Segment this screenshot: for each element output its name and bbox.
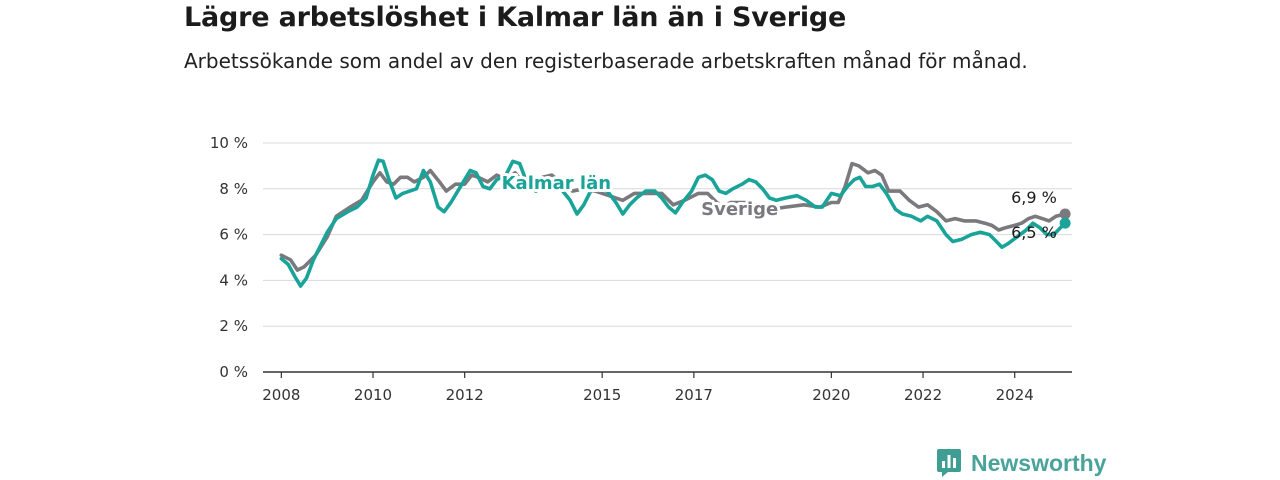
x-tick-label: 2015: [583, 386, 621, 404]
brand-name: Newsworthy: [971, 449, 1107, 476]
y-tick-label: 2 %: [219, 317, 248, 335]
gridlines: [263, 142, 1072, 327]
series-line-kalmar-l-n: [279, 158, 1067, 288]
y-axis-ticks: 0 % 2 % 4 % 6 % 8 % 10 %: [210, 134, 248, 381]
series-name-label: Sverige: [701, 199, 778, 220]
y-tick-label: 6 %: [219, 226, 248, 244]
chart-title: Lägre arbetslöshet i Kalmar län än i Sve…: [184, 2, 847, 33]
end-value-label: 6,9 %: [1011, 188, 1057, 207]
series-lines: [279, 158, 1071, 288]
x-tick-label: 2020: [812, 386, 850, 404]
y-tick-label: 10 %: [210, 134, 248, 152]
x-tick-label: 2008: [262, 386, 300, 404]
line-chart: 0 % 2 % 4 % 6 % 8 % 10 % 2008 2010 2012 2015 2017…: [210, 134, 1072, 404]
x-tick-label: 2024: [996, 386, 1034, 404]
end-point-kalmar-l-n: [1059, 217, 1071, 229]
y-tick-label: 0 %: [219, 363, 248, 381]
chart-subtitle: Arbetssökande som andel av den registerb…: [184, 49, 1028, 73]
x-tick-label: 2010: [354, 386, 392, 404]
x-tick-label: 2017: [675, 386, 713, 404]
x-tick-label: 2012: [446, 386, 484, 404]
end-point-sverige: [1059, 208, 1071, 220]
y-tick-label: 8 %: [219, 180, 248, 198]
newsworthy-logo-icon: [937, 449, 961, 477]
y-tick-label: 4 %: [219, 271, 248, 289]
x-tick-label: 2022: [904, 386, 942, 404]
series-labels: 6,9 % 6,5 % Kalmar län Sverige: [499, 170, 1057, 242]
end-value-label: 6,5 %: [1011, 223, 1057, 242]
x-axis: 2008 2010 2012 2015 2017 2020 2022 2024: [262, 371, 1072, 404]
series-line-sverige: [279, 161, 1067, 272]
series-name-label: Kalmar län: [502, 173, 611, 194]
brand-logo: Newsworthy: [936, 447, 1106, 479]
